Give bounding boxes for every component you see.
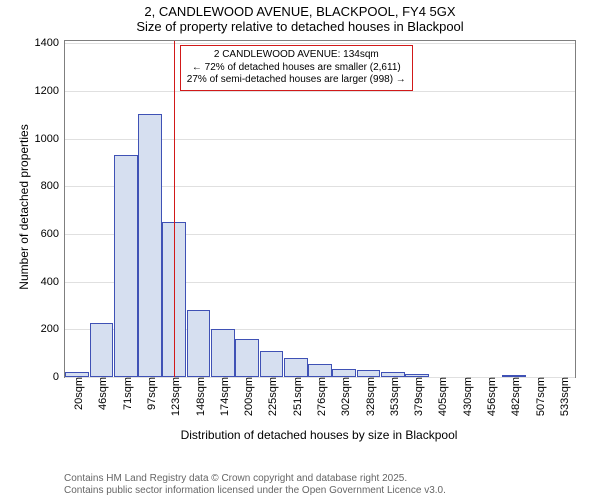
histogram-bar [308,364,332,377]
y-tick-label: 800 [41,180,65,192]
gridline [65,43,575,44]
histogram-bar [235,339,259,377]
y-tick-label: 600 [41,228,65,240]
reference-annotation: 2 CANDLEWOOD AVENUE: 134sqm← 72% of deta… [180,45,413,91]
x-tick-label: 302sqm [336,377,352,416]
x-tick-label: 148sqm [191,377,207,416]
histogram-bar [138,114,162,377]
reference-line [174,41,175,377]
x-tick-label: 276sqm [312,377,328,416]
x-axis-label: Distribution of detached houses by size … [64,428,574,442]
annotation-line: 27% of semi-detached houses are larger (… [187,74,406,87]
x-tick-label: 533sqm [555,377,571,416]
y-tick-label: 1000 [35,133,65,145]
histogram-bar [90,323,114,377]
annotation-line: ← 72% of detached houses are smaller (2,… [187,62,406,75]
histogram-bar [260,351,284,377]
x-tick-label: 123sqm [166,377,182,416]
chart-container: 2, CANDLEWOOD AVENUE, BLACKPOOL, FY4 5GX… [0,0,600,500]
histogram-bar [357,370,381,377]
y-tick-label: 1200 [35,85,65,97]
y-tick-label: 400 [41,276,65,288]
chart-title-address: 2, CANDLEWOOD AVENUE, BLACKPOOL, FY4 5GX [0,0,600,19]
x-tick-label: 200sqm [239,377,255,416]
plot-area: 020040060080010001200140020sqm46sqm71sqm… [64,40,576,378]
x-tick-label: 353sqm [385,377,401,416]
y-tick-label: 0 [53,371,65,383]
histogram-bar [332,369,356,377]
x-tick-label: 328sqm [361,377,377,416]
x-tick-label: 405sqm [433,377,449,416]
x-tick-label: 97sqm [142,377,158,410]
x-tick-label: 507sqm [531,377,547,416]
histogram-bar [211,329,235,377]
footer-copyright-1: Contains HM Land Registry data © Crown c… [64,473,407,484]
histogram-bar [284,358,308,377]
footer-copyright-2: Contains public sector information licen… [64,485,446,496]
x-tick-label: 251sqm [288,377,304,416]
annotation-line: 2 CANDLEWOOD AVENUE: 134sqm [187,49,406,62]
x-tick-label: 174sqm [215,377,231,416]
x-tick-label: 482sqm [506,377,522,416]
x-tick-label: 71sqm [118,377,134,410]
x-tick-label: 430sqm [458,377,474,416]
gridline [65,91,575,92]
x-tick-label: 456sqm [482,377,498,416]
x-tick-label: 225sqm [263,377,279,416]
histogram-bar [187,310,211,377]
x-tick-label: 20sqm [69,377,85,410]
y-tick-label: 1400 [35,37,65,49]
chart-subtitle: Size of property relative to detached ho… [0,19,600,34]
x-tick-label: 46sqm [93,377,109,410]
y-tick-label: 200 [41,323,65,335]
histogram-bar [114,155,138,377]
y-axis-label: Number of detached properties [17,97,31,317]
x-tick-label: 379sqm [409,377,425,416]
